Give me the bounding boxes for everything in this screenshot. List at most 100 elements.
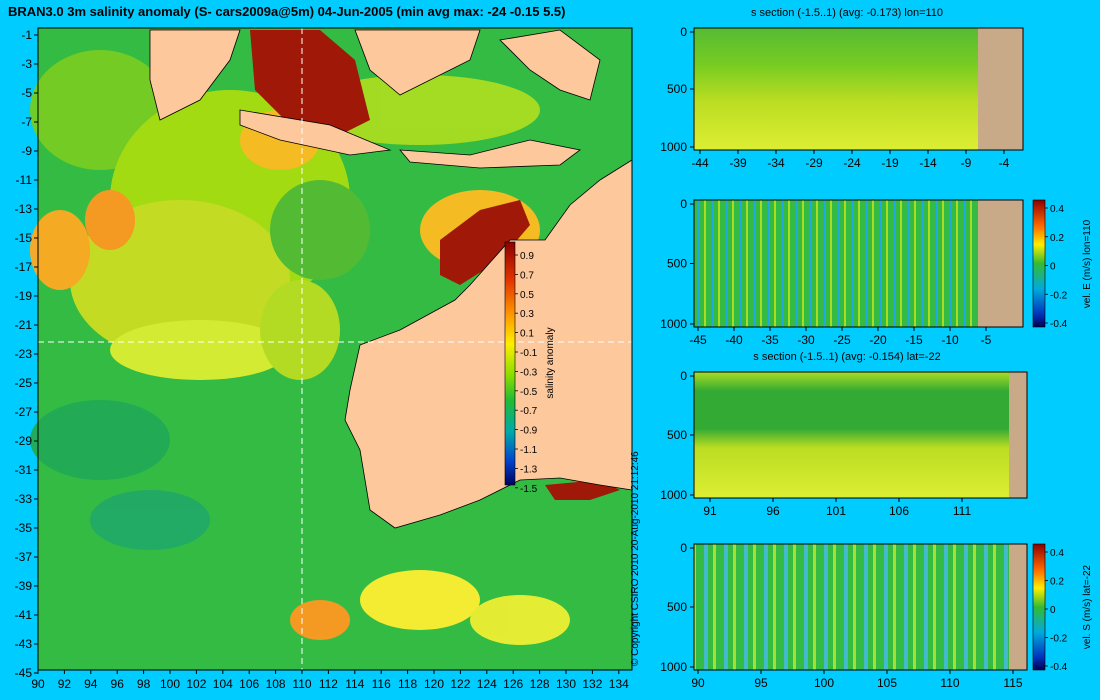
lon-tick-label: 108: [266, 677, 286, 691]
panel-2-colorbar-ticks: 0.4 0.2 0 -0.2 -0.4: [1045, 204, 1068, 330]
salinity-colorbar-tick: 0.5: [520, 290, 534, 301]
salinity-map: -1 -3 -5 -7 -9 -11 -13 -15 -17 -19 -21 -23 -25 -27 -29…: [15, 27, 633, 691]
lon-tick-label: 130: [556, 677, 576, 691]
lat-tick-label: -1: [21, 28, 32, 42]
panel-x-tick: -45: [689, 333, 707, 347]
lon-tick-label: 122: [450, 677, 470, 691]
velocity-colorbar-tick: 0.2: [1050, 577, 1064, 588]
java-land: [239, 109, 392, 156]
salinity-colorbar-tick: -1.3: [520, 464, 538, 475]
velocity-colorbar-tick: 0.2: [1050, 233, 1064, 244]
lat-tick-label: -43: [15, 637, 33, 651]
lon-tick-label: 94: [84, 677, 98, 691]
sulawesi-land: [499, 29, 601, 101]
panel-x-tick: -29: [805, 156, 823, 170]
sumatra-land: [149, 29, 241, 121]
panel-1-land: [978, 28, 1023, 150]
lesser-sunda-land: [399, 139, 581, 169]
panel-1-title: s section (-1.5..1) (avg: -0.173) lon=11…: [751, 7, 943, 19]
panel-x-tick: -4: [999, 156, 1010, 170]
lon-tick-label: 104: [213, 677, 233, 691]
lon-tick-label: 96: [111, 677, 125, 691]
panel-y-tick: 500: [667, 82, 687, 96]
lat-tick-label: -13: [15, 202, 33, 216]
panel-x-tick: -10: [941, 333, 959, 347]
lat-tick-label: -27: [15, 405, 33, 419]
velocity-colorbar-tick: 0: [1050, 605, 1056, 616]
borneo-land: [354, 29, 481, 96]
panel-1-axes: -44 -39 -34 -29 -24 -19 -14 -9 -4 0 500 1000: [660, 25, 1009, 170]
map-title: BRAN3.0 3m salinity anomaly (S- cars2009…: [8, 4, 566, 19]
lon-tick-label: 134: [609, 677, 629, 691]
section-panels: s section (-1.5..1) (avg: -0.173) lon=11…: [660, 7, 1093, 690]
lat-tick-label: -9: [21, 144, 32, 158]
lon-tick-label: 128: [530, 677, 550, 691]
panel-x-tick: -20: [869, 333, 887, 347]
velocity-colorbar-tick: -0.2: [1050, 634, 1068, 645]
lat-tick-label: -39: [15, 579, 33, 593]
lat-tick-label: -17: [15, 260, 33, 274]
salinity-colorbar-tick: -0.9: [520, 426, 538, 437]
lon-tick-label: 132: [582, 677, 602, 691]
lat-tick-label: -5: [21, 86, 32, 100]
velocity-colorbar-tick: 0: [1050, 262, 1056, 273]
panel-x-tick: -40: [725, 333, 743, 347]
panel-x-tick: 100: [814, 676, 834, 690]
panel-2-land: [978, 200, 1023, 327]
panel-3-title: s section (-1.5..1) (avg: -0.154) lat=-2…: [753, 351, 940, 363]
panel-x-tick: -35: [761, 333, 779, 347]
lon-tick-label: 106: [239, 677, 259, 691]
panel-4-colorbar-ticks: 0.4 0.2 0 -0.2 -0.4: [1045, 548, 1068, 673]
lon-tick-label: 124: [477, 677, 497, 691]
panel-x-tick: -19: [881, 156, 899, 170]
panel-x-tick: 106: [889, 504, 909, 518]
panel-x-tick: -5: [981, 333, 992, 347]
salinity-colorbar-label: salinity anomaly: [545, 327, 556, 398]
panel-x-tick: 111: [953, 504, 972, 518]
velocity-colorbar-tick: -0.4: [1050, 662, 1068, 673]
lat-tick-label: -31: [15, 463, 33, 477]
panel-y-tick: 1000: [660, 660, 687, 674]
lat-tick-label: -7: [21, 115, 32, 129]
salinity-colorbar-tick: 0.7: [520, 270, 534, 281]
lat-tick-label: -25: [15, 376, 33, 390]
panel-x-tick: -25: [833, 333, 851, 347]
panel-4-colorbar: [1032, 543, 1046, 671]
lat-tick-label: -15: [15, 231, 33, 245]
panel-y-tick: 1000: [660, 317, 687, 331]
panel-2-colorbar: [1032, 199, 1046, 328]
panel-x-tick: 96: [766, 504, 780, 518]
lon-tick-label: 120: [424, 677, 444, 691]
lon-tick-label: 114: [345, 677, 364, 691]
salinity-colorbar-tick: 0.9: [520, 251, 534, 262]
panel-x-tick: -24: [843, 156, 861, 170]
australia-land: [344, 159, 633, 529]
panel-4-colorbar-label: vel. S (m/s) lat=-22: [1082, 564, 1093, 649]
salinity-colorbar-tick: -0.7: [520, 406, 538, 417]
lat-tick-label: -33: [15, 492, 33, 506]
panel-x-tick: 91: [703, 504, 717, 518]
lat-tick-label: -35: [15, 521, 33, 535]
panel-y-tick: 0: [680, 197, 687, 211]
lat-tick-label: -11: [16, 173, 33, 187]
lon-tick-label: 126: [503, 677, 523, 691]
velocity-colorbar-tick: 0.4: [1050, 204, 1064, 215]
panel-3-field: [694, 372, 1009, 498]
lat-tick-label: -21: [15, 318, 33, 332]
panel-x-tick: -14: [919, 156, 937, 170]
lon-tick-label: 100: [160, 677, 180, 691]
velocity-colorbar-tick: -0.4: [1050, 319, 1068, 330]
velocity-colorbar-tick: 0.4: [1050, 548, 1064, 559]
panel-2-field: [694, 200, 978, 327]
lon-tick-label: 116: [372, 677, 391, 691]
salinity-colorbar-tick: -0.5: [520, 387, 538, 398]
panel-3-axes: 91 96 101 106 111 0 500 1000: [660, 369, 971, 518]
panel-x-tick: 90: [691, 676, 705, 690]
panel-y-tick: 0: [680, 25, 687, 39]
panel-1-field: [694, 28, 978, 150]
lon-tick-label: 112: [319, 677, 338, 691]
salinity-colorbar-tick: 0.1: [520, 329, 534, 340]
panel-y-tick: 500: [667, 600, 687, 614]
lon-tick-label: 102: [186, 677, 206, 691]
panel-y-tick: 1000: [660, 488, 687, 502]
